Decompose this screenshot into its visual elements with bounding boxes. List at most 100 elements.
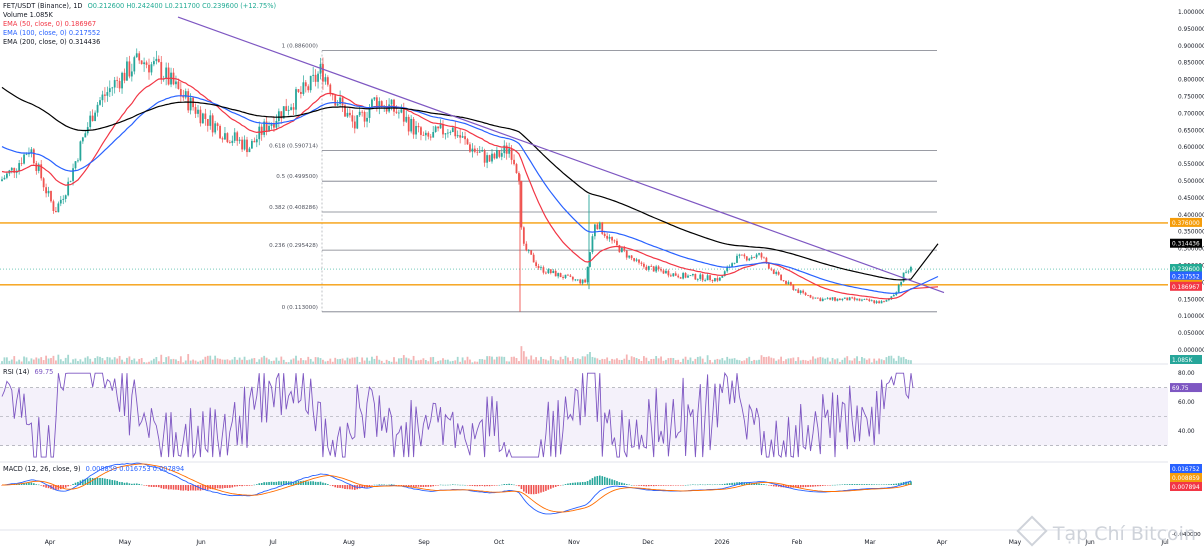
macd-histogram-bar	[256, 484, 258, 485]
time-label-2026[interactable]: 2026	[714, 539, 729, 546]
time-label-mar[interactable]: Mar	[864, 539, 876, 546]
legend-ema100[interactable]: EMA (100, close, 0) 0.217552	[3, 29, 101, 37]
macd-histogram-bar	[505, 484, 508, 485]
symbol-title[interactable]: FET/USDT (Binance), 1D	[3, 2, 83, 10]
horizontal-levels[interactable]	[0, 222, 1168, 286]
volume-bar	[30, 358, 33, 364]
volume-bar	[55, 360, 57, 364]
macd-histogram-bar	[126, 482, 128, 485]
volume-bar	[388, 360, 390, 364]
volume-bar	[454, 360, 457, 364]
candle-body	[706, 275, 709, 281]
volume-bar	[253, 358, 256, 364]
time-label-jun[interactable]: Jun	[1084, 539, 1095, 546]
candle-body	[758, 253, 760, 255]
candle-body	[616, 240, 618, 246]
volume-bar	[28, 361, 30, 364]
volume-bar	[282, 359, 285, 364]
candle-body	[175, 81, 177, 85]
time-label-apr[interactable]: Apr	[45, 539, 56, 546]
macd-histogram-bar	[618, 482, 621, 485]
time-label-apr[interactable]: Apr	[937, 539, 948, 546]
volume-bar	[873, 358, 876, 364]
volume-bar	[628, 359, 631, 364]
volume-bar	[202, 359, 204, 364]
macd-histogram-bar	[380, 484, 383, 485]
macd-histogram-bar	[246, 485, 248, 486]
candle-body	[552, 270, 555, 274]
candle-body	[94, 112, 96, 122]
time-label-jul[interactable]: Jul	[1160, 539, 1169, 546]
candle-body	[241, 139, 243, 150]
candle-body	[723, 271, 726, 276]
time-label-jul[interactable]: Jul	[268, 539, 277, 546]
price-tick: 0.850000	[1178, 61, 1204, 67]
candle-body	[52, 201, 55, 211]
fibonacci-retracement[interactable]: 1 (0.886000) 0.618 (0.590714) 0.5 (0.49950…	[269, 44, 937, 313]
volume-bar	[243, 356, 246, 364]
candle-body	[300, 91, 302, 94]
macd-histogram-bar	[537, 485, 540, 494]
volume-bar	[885, 357, 888, 364]
time-label-aug[interactable]: Aug	[343, 539, 355, 546]
macd-histogram-bar	[214, 485, 216, 489]
volume-bar	[584, 356, 586, 364]
volume-bar	[777, 359, 780, 364]
volume-bar	[709, 359, 711, 364]
macd-histogram-bar	[870, 484, 873, 485]
macd-histogram-bar	[797, 485, 800, 488]
price-axis[interactable]: 1.000000 0.950000 0.900000 0.850000 0.800000…	[1170, 10, 1204, 538]
candle-body	[684, 273, 687, 278]
volume-bar	[451, 360, 454, 364]
macd-histogram-bar	[817, 485, 819, 487]
volume-bar	[613, 359, 616, 364]
candle-body	[150, 64, 153, 73]
volume-bar	[236, 359, 239, 364]
volume-bar	[897, 355, 900, 364]
macd-histogram-bar	[829, 485, 831, 486]
volume-bar	[554, 359, 557, 364]
volume-bar	[655, 356, 658, 364]
candle-body	[836, 298, 839, 301]
trendline[interactable]	[177, 16, 945, 294]
legend-rsi[interactable]: RSI (14) 69.75	[3, 368, 54, 376]
candle-body	[282, 106, 285, 119]
macd-histogram-bar	[584, 481, 586, 485]
candle-body	[251, 140, 253, 149]
time-label-nov[interactable]: Nov	[568, 539, 580, 546]
candle-body	[148, 64, 150, 73]
candle-body	[606, 235, 609, 239]
time-label-oct[interactable]: Oct	[494, 539, 505, 546]
volume-bar	[295, 355, 297, 364]
legend-ema200[interactable]: EMA (200, close, 0) 0.314436	[3, 38, 101, 46]
time-label-may[interactable]: May	[1009, 539, 1022, 546]
time-label-may[interactable]: May	[119, 539, 132, 546]
candle-body	[238, 139, 241, 141]
candle-body	[496, 150, 498, 159]
legend-ema50[interactable]: EMA (50, close, 0) 0.186967	[3, 20, 97, 28]
candle-body	[488, 155, 491, 162]
candle-body	[733, 262, 736, 264]
time-label-sep[interactable]: Sep	[418, 539, 430, 546]
time-label-jun[interactable]: Jun	[195, 539, 206, 546]
candle-body	[324, 77, 327, 82]
macd-histogram-bar	[474, 485, 476, 487]
time-axis[interactable]: Apr May Jun Jul Aug Sep Oct Nov Dec 2026 Feb Mar Apr…	[45, 539, 1169, 546]
macd-histogram-bar	[96, 477, 99, 485]
macd-histogram-bar	[574, 482, 577, 485]
candle-body	[478, 151, 481, 153]
candle-body	[620, 247, 623, 253]
candle-body	[312, 74, 315, 76]
volume-bar	[647, 361, 650, 364]
macd-histogram-bar	[530, 485, 532, 495]
legend-macd[interactable]: MACD (12, 26, close, 9) 0.008859 0.01675…	[3, 465, 185, 473]
legend-volume[interactable]: Volume 1.085K	[3, 11, 53, 19]
candle-body	[302, 82, 305, 94]
volume-bar	[826, 357, 829, 364]
candle-body	[123, 72, 126, 81]
volume-bar	[814, 358, 817, 364]
macd-histogram-bar	[263, 482, 265, 485]
time-label-feb[interactable]: Feb	[792, 539, 803, 546]
time-label-dec[interactable]: Dec	[642, 539, 654, 546]
